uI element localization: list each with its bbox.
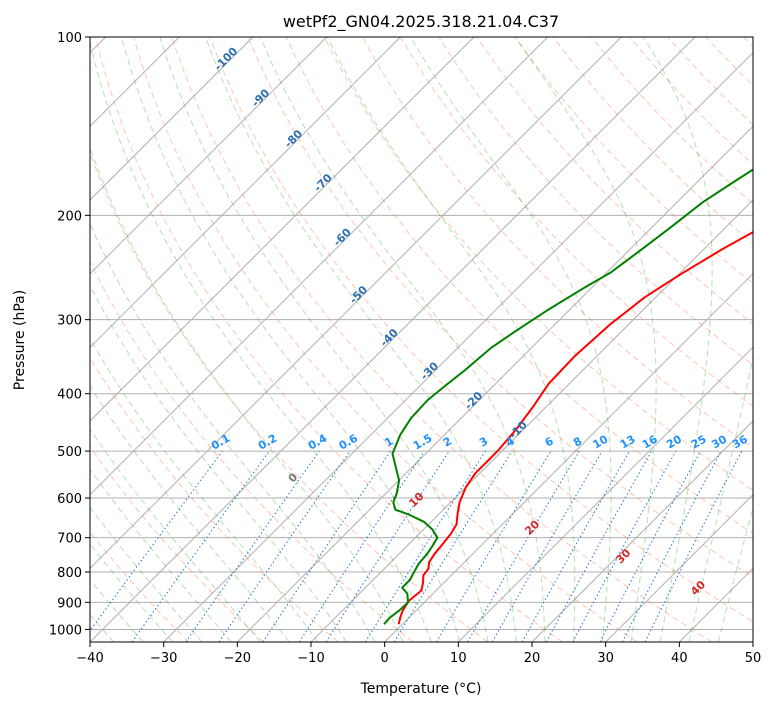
x-tick-label: 30: [597, 651, 614, 666]
y-tick-label: 200: [57, 209, 82, 224]
y-tick-label: 800: [57, 566, 82, 581]
x-tick-label: 40: [671, 651, 688, 666]
y-tick-label: 300: [57, 314, 82, 329]
y-tick-label: 400: [57, 388, 82, 403]
y-tick-label: 700: [57, 532, 82, 547]
x-tick-label: 20: [524, 651, 541, 666]
x-tick-label: 0: [381, 651, 389, 666]
chart-title: wetPf2_GN04.2025.318.21.04.C37: [283, 12, 559, 32]
y-tick-label: 600: [57, 492, 82, 507]
x-tick-label: 10: [450, 651, 467, 666]
x-tick-label: −30: [150, 651, 177, 666]
y-tick-label: 1000: [49, 623, 82, 638]
y-axis-label: Pressure (hPa): [12, 290, 28, 390]
y-tick-label: 900: [57, 596, 82, 611]
y-tick-label: 100: [57, 31, 82, 46]
x-tick-label: −20: [224, 651, 251, 666]
x-tick-label: −40: [76, 651, 103, 666]
x-axis-label: Temperature (°C): [360, 681, 482, 697]
y-tick-label: 500: [57, 445, 82, 460]
x-tick-label: −10: [297, 651, 324, 666]
x-tick-label: 50: [745, 651, 762, 666]
